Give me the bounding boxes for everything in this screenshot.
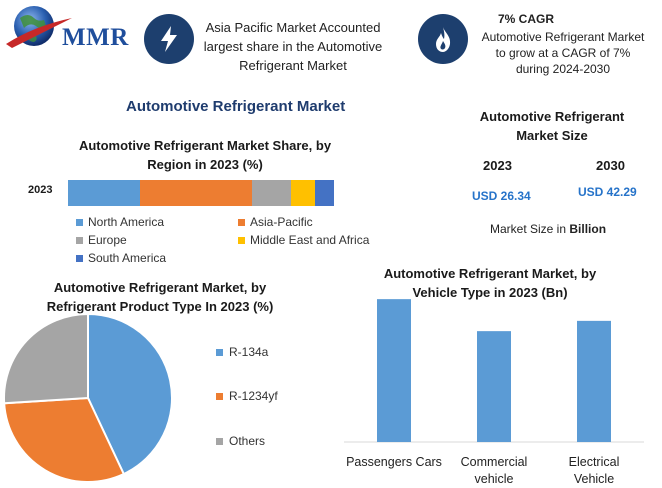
page-title: Automotive Refrigerant Market [126,98,346,115]
logo-text: MMR [62,24,129,51]
size-note-prefix: Market Size in [490,222,570,236]
region-stacked-bar [68,180,334,206]
legend-item: Middle East and Africa [238,233,369,247]
legend-label: Others [229,434,266,448]
bar [477,331,511,442]
vehicle-type-bar-chart: Passengers Cars Commercial vehicle Electric… [344,299,644,486]
market-size-title: Automotive Refrigerant Market Size [479,109,625,143]
pie-legend-item: R-134a [216,345,268,359]
size-note: Market Size in Billion [490,222,606,236]
legend-swatch [238,218,245,226]
size-value-2023: USD 26.34 [472,189,531,203]
legend-item: North America [76,215,164,229]
legend-swatch [238,236,245,244]
size-year-2023: 2023 [483,158,512,173]
x-tick-label: Commercial [461,455,528,469]
legend-label: Middle East and Africa [250,233,370,247]
bar-segment [251,180,292,206]
bar-segment [68,180,140,206]
legend-swatch [216,392,223,400]
bar [377,299,411,442]
product-type-pie-chart [3,312,173,483]
globe-icon [6,6,72,48]
flame-icon [436,27,451,52]
size-year-2030: 2030 [596,158,625,173]
pie-slice [87,312,173,476]
legend-item: Europe [76,233,127,247]
bar-segment [139,180,252,206]
size-value-2030: USD 42.29 [578,185,637,199]
legend-item: Asia-Pacific [238,215,313,229]
legend-label: South America [88,251,167,265]
legend-swatch [216,348,223,356]
bar [577,320,611,442]
legend-swatch [76,218,83,226]
x-tick-label: Electrical [569,455,620,469]
bar-segment [315,180,334,206]
pie-chart-title: Automotive Refrigerant Market, by Refrig… [46,280,274,314]
bar-segment [291,180,316,206]
legend-label: Asia-Pacific [250,215,313,229]
cagr-title: 7% CAGR [498,12,555,26]
pie-legend-item: Others [216,434,265,448]
legend-label: R-1234yf [229,389,278,403]
pie-slice [3,312,89,405]
pie-legend-item: R-1234yf [216,389,278,403]
size-note-unit: Billion [569,222,607,236]
lightning-badge [144,14,194,64]
mmr-logo [4,4,134,56]
legend-swatch [76,236,83,244]
legend-label: Europe [88,233,127,247]
cagr-description: Automotive Refrigerant Market to grow at… [481,30,645,76]
x-tick-label: Passengers Cars [346,455,442,469]
legend-label: North America [88,215,165,229]
vehicle-chart-title: Automotive Refrigerant Market, by Vehicl… [383,266,597,300]
x-tick-label: vehicle [475,472,514,486]
legend-swatch [76,254,83,262]
legend-item: South America [76,251,166,265]
lightning-icon [161,26,177,52]
highlight-text: Asia Pacific Market Accounted largest sh… [203,20,383,73]
x-tick-label: Vehicle [574,472,614,486]
region-chart-category: 2023 [28,184,53,196]
flame-badge [418,14,468,64]
legend-swatch [216,437,223,445]
region-chart-title: Automotive Refrigerant Market Share, by … [78,138,332,172]
legend-label: R-134a [229,345,269,359]
pie-slice [3,396,126,483]
